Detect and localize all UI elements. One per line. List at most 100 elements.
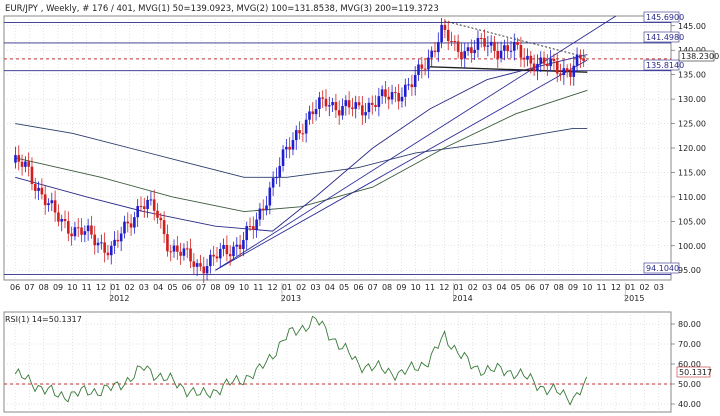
candle-body	[387, 96, 391, 100]
month-tick-label: 10	[239, 283, 249, 292]
level-label-low: 94.1040	[646, 264, 679, 273]
candle-body	[539, 57, 543, 64]
candle-body	[126, 221, 130, 224]
downtrend-line	[444, 20, 588, 58]
candle-body	[337, 110, 341, 116]
candle-body	[311, 111, 315, 115]
candle-body	[43, 194, 47, 206]
candle-body	[271, 178, 275, 188]
month-tick-label: 09	[225, 283, 235, 292]
candle-body	[116, 239, 120, 242]
candle-body	[14, 155, 17, 163]
candle-body	[298, 130, 301, 134]
month-tick-label: 07	[368, 283, 378, 292]
price-tick-label: 120.00	[678, 144, 706, 153]
month-tick-label: 03	[310, 283, 320, 292]
candle-body	[53, 200, 57, 213]
candle-body	[304, 119, 308, 134]
rsi-path	[14, 315, 588, 406]
candle-body	[361, 105, 364, 116]
candle-body	[529, 55, 533, 64]
candle-body	[205, 266, 209, 274]
candle-body	[281, 149, 285, 166]
candle-body	[476, 37, 480, 50]
candle-body	[17, 155, 21, 162]
candle-body	[73, 227, 77, 237]
candle-body	[327, 105, 331, 107]
price-gridlines	[4, 16, 671, 280]
candle-body	[37, 187, 40, 191]
rsi-tick-label: 40.00	[678, 400, 701, 409]
candle-body	[129, 223, 133, 228]
price-tick-label: 135.00	[678, 71, 706, 80]
candle-body	[90, 225, 93, 235]
month-tick-label: 04	[325, 283, 335, 292]
month-tick-label: 11	[425, 283, 435, 292]
candle-body	[63, 219, 67, 222]
month-tick-label: 03	[654, 283, 664, 292]
candle-body	[67, 221, 70, 234]
candle-body	[516, 41, 519, 46]
candle-body	[60, 219, 64, 222]
candle-body	[569, 71, 572, 77]
candle-body	[238, 244, 242, 250]
candle-body	[430, 50, 434, 58]
candle-body	[318, 97, 321, 110]
candle-body	[410, 84, 414, 88]
month-tick-label: 08	[554, 283, 564, 292]
month-tick-label: 01	[110, 283, 120, 292]
price-tick-label: 110.00	[678, 193, 706, 202]
candle-body	[212, 254, 215, 257]
month-tick-label: 12	[439, 283, 449, 292]
candle-body	[33, 184, 37, 191]
candle-body	[199, 263, 202, 267]
candle-body	[347, 100, 351, 108]
candle-body	[562, 68, 566, 76]
month-tick-label: 06	[525, 283, 535, 292]
candle-body	[314, 109, 318, 115]
price-tick-label: 125.00	[678, 120, 706, 129]
candle-body	[195, 263, 199, 267]
year-tick-label: 2012	[109, 294, 129, 303]
month-tick-label: 11	[597, 283, 607, 292]
candle-body	[512, 41, 516, 51]
candle-body	[149, 199, 153, 201]
candle-body	[446, 29, 450, 42]
rsi-tick-label: 60.00	[678, 360, 701, 369]
month-tick-label: 11	[82, 283, 92, 292]
moving-averages	[15, 54, 588, 232]
candle-body	[437, 42, 440, 53]
candle-body	[367, 102, 371, 113]
candle-body	[440, 24, 443, 43]
rsi-y-axis: 40.00 50.00 60.00 70.00 80.00	[671, 320, 701, 409]
candle-body	[80, 227, 83, 235]
uptrend-line	[215, 59, 588, 271]
candle-body	[522, 57, 526, 60]
candle-body	[156, 210, 159, 218]
candle-body	[509, 50, 513, 52]
candle-body	[47, 203, 50, 206]
candle-body	[93, 234, 97, 246]
month-tick-label: 05	[339, 283, 349, 292]
trend-lines	[215, 15, 617, 271]
candle-body	[30, 166, 34, 185]
candle-body	[413, 74, 417, 88]
candle-body	[27, 161, 30, 167]
candle-body	[76, 227, 80, 229]
candle-body	[285, 146, 288, 150]
month-tick-label: 05	[167, 283, 177, 292]
rsi-value-box	[676, 366, 711, 378]
rsi-header: RSI(1) 14=50.1317	[5, 315, 82, 324]
candle-body	[479, 37, 483, 39]
candle-body	[331, 102, 334, 106]
candle-body	[503, 45, 506, 51]
month-tick-label: 07	[24, 283, 34, 292]
candle-body	[344, 100, 348, 107]
candle-body	[159, 217, 163, 221]
candle-body	[526, 55, 529, 60]
candle-body	[397, 93, 400, 102]
candle-body	[146, 199, 149, 210]
candle-body	[189, 248, 192, 262]
candle-body	[334, 102, 338, 111]
candle-body	[559, 73, 562, 76]
